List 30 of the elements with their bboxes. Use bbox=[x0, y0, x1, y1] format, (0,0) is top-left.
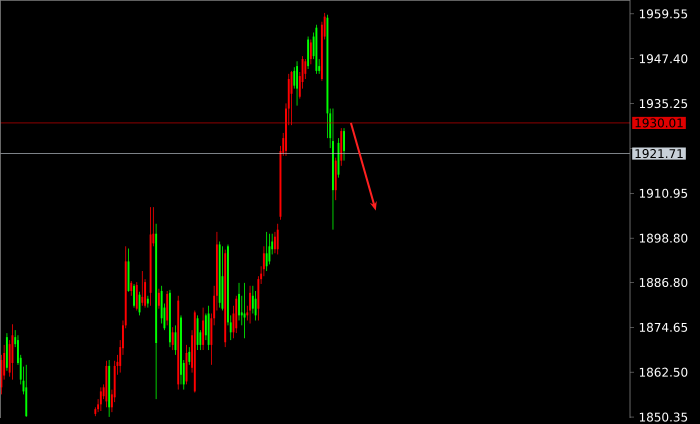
candlestick bbox=[310, 39, 312, 65]
candlestick bbox=[343, 128, 345, 162]
candlestick bbox=[290, 70, 292, 126]
y-tick-label: 1850.35 bbox=[640, 412, 688, 422]
candlestick bbox=[141, 270, 144, 306]
candlestick bbox=[172, 326, 174, 350]
candlestick bbox=[138, 291, 141, 316]
y-tick-label: 1862.50 bbox=[640, 368, 688, 377]
candlestick bbox=[133, 284, 135, 308]
ref-line-label: 1921.71 bbox=[636, 149, 683, 158]
ref-line-label: 1930.01 bbox=[636, 118, 683, 128]
candlestick bbox=[274, 231, 276, 254]
y-tick-label: 1874.65 bbox=[640, 322, 688, 332]
candlestick bbox=[304, 58, 306, 80]
candlestick bbox=[276, 223, 279, 255]
y-tick-label: 1947.40 bbox=[640, 54, 688, 64]
candlestick bbox=[249, 285, 252, 324]
y-tick-label: 1959.55 bbox=[640, 9, 688, 18]
candlestick bbox=[293, 66, 296, 90]
candlestick bbox=[244, 282, 246, 339]
candlestick bbox=[296, 60, 298, 106]
candlestick bbox=[174, 324, 176, 356]
y-tick-label: 1910.95 bbox=[640, 188, 688, 198]
candlestick bbox=[146, 295, 149, 308]
candlestick bbox=[158, 288, 160, 310]
candlestick bbox=[266, 231, 268, 272]
candlestick bbox=[100, 386, 102, 412]
y-tick-label: 1886.80 bbox=[640, 278, 688, 288]
y-tick-label: 1898.80 bbox=[640, 234, 688, 243]
y-tick-label: 1935.25 bbox=[640, 99, 688, 108]
